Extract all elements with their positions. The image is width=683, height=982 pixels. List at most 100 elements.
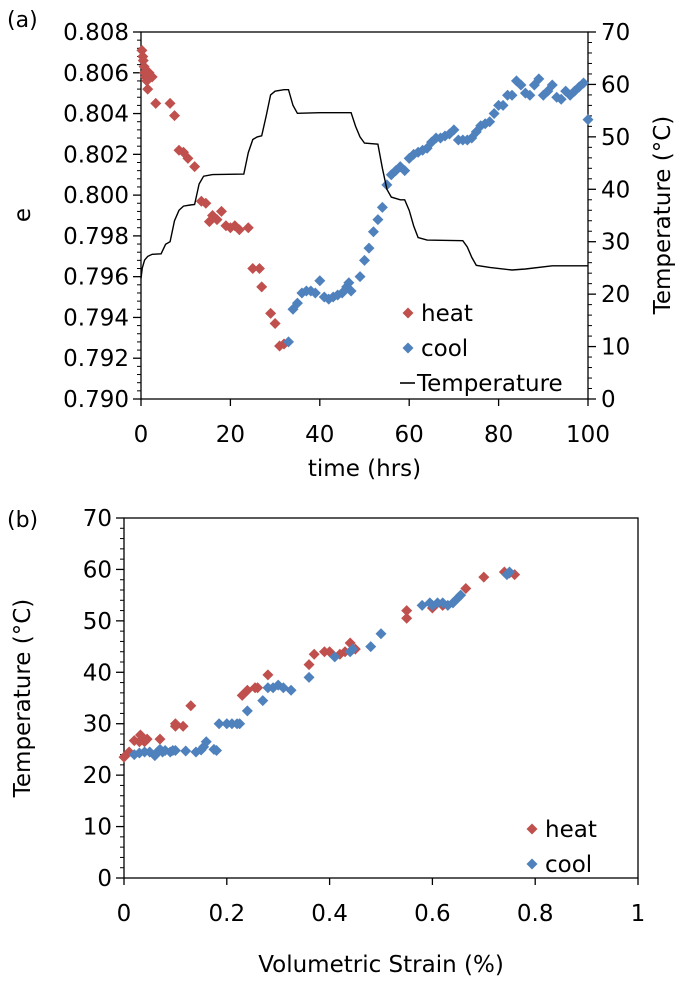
- heat-point: [247, 263, 259, 275]
- cool-point: [524, 89, 536, 101]
- y-tick-label: 0: [97, 866, 112, 892]
- heat-point: [253, 263, 265, 275]
- cool-point: [169, 744, 181, 756]
- heat-point: [233, 224, 245, 236]
- legend-marker-heat: [402, 307, 414, 319]
- heat-point: [189, 161, 201, 173]
- y-axis-title: e: [10, 208, 36, 222]
- cool-point: [213, 718, 225, 730]
- cool-point: [546, 79, 558, 91]
- y-tick-label: 0.808: [63, 20, 129, 46]
- cool-point: [291, 297, 303, 309]
- heat-point: [141, 733, 153, 745]
- y2-tick-label: 20: [601, 282, 630, 308]
- cool-point: [257, 695, 269, 707]
- x-tick-label: 0: [117, 901, 132, 927]
- heat-point: [478, 571, 490, 583]
- x-tick-label: 0.2: [209, 901, 246, 927]
- cool-point: [515, 79, 527, 91]
- y2-tick-label: 60: [601, 72, 630, 98]
- cool-point: [363, 242, 375, 254]
- cool-point: [241, 705, 253, 717]
- cool-point: [359, 254, 370, 266]
- legend-label: cool: [421, 336, 468, 362]
- heat-point: [211, 214, 223, 226]
- cool-point: [343, 277, 355, 289]
- legend-marker-cool: [402, 342, 414, 354]
- cool-point: [347, 643, 359, 655]
- heat-point: [308, 648, 320, 660]
- heat-point: [401, 605, 413, 617]
- legend-label: heat: [421, 301, 473, 327]
- cool-point: [354, 271, 366, 283]
- cool-point: [399, 165, 411, 177]
- heat-point: [262, 669, 274, 681]
- heat-point: [154, 733, 166, 745]
- cool-point: [285, 684, 297, 696]
- heat-point: [150, 97, 162, 109]
- y2-tick-label: 70: [601, 20, 630, 46]
- heat-point: [177, 720, 189, 732]
- y-tick-label: 10: [83, 815, 112, 841]
- x-axis-title: time (hrs): [308, 456, 421, 482]
- cool-point: [376, 201, 388, 213]
- cool-point: [555, 93, 567, 105]
- cool-point: [329, 651, 341, 663]
- cool-point: [309, 287, 321, 299]
- y2-tick-label: 0: [601, 387, 616, 413]
- cool-point: [303, 671, 315, 683]
- chart-panel-a: 0 20 40 60 80 1000.7900.7920.7940.7960.7980.8…: [7, 8, 676, 482]
- cool-point: [506, 89, 518, 101]
- heat-point: [401, 612, 413, 624]
- y2-tick-label: 30: [601, 230, 630, 256]
- y-tick-label: 50: [83, 609, 112, 635]
- legend-marker-cool: [526, 858, 538, 870]
- x-tick-label: 80: [484, 422, 513, 448]
- y-tick-label: 0.790: [63, 387, 129, 413]
- heat-point: [182, 152, 194, 164]
- x-tick-label: 0: [134, 422, 149, 448]
- cool-point: [375, 628, 387, 640]
- x-tick-label: 20: [216, 422, 245, 448]
- heat-point: [146, 71, 158, 83]
- y-tick-label: 60: [83, 557, 112, 583]
- heat-point: [256, 281, 268, 293]
- cool-point: [381, 179, 393, 191]
- y-tick-label: 30: [83, 712, 112, 738]
- cool-point: [455, 589, 467, 601]
- chart-panel-b: 0 0.2 0.4 0.6 0.8 1010203040506070Volumetric …: [7, 506, 645, 978]
- heat-point: [303, 659, 315, 671]
- heat-point: [185, 700, 197, 712]
- x-tick-label: 100: [566, 422, 610, 448]
- x-tick-label: 40: [305, 422, 334, 448]
- legend-marker-heat: [526, 823, 538, 835]
- y-tick-label: 0.804: [63, 102, 129, 128]
- y2-axis-title: Temperature (°C): [650, 116, 676, 316]
- legend-label: Temperature: [416, 371, 563, 397]
- heat-point: [169, 110, 181, 122]
- y-tick-label: 0.800: [63, 183, 129, 209]
- y-tick-label: 0.798: [63, 224, 129, 250]
- cool-point: [578, 77, 590, 89]
- cool-point: [211, 744, 223, 756]
- cool-point: [365, 641, 377, 653]
- heat-point: [200, 197, 212, 209]
- cool-point: [314, 275, 326, 287]
- cool-point: [497, 99, 509, 111]
- heat-point: [252, 682, 264, 694]
- heat-point: [215, 205, 227, 217]
- y2-tick-label: 40: [601, 177, 630, 203]
- temperature-line: [140, 88, 588, 279]
- plot-frame: [140, 31, 589, 400]
- y-tick-label: 0.792: [63, 346, 129, 372]
- y-tick-label: 0.802: [63, 142, 129, 168]
- y-tick-label: 70: [83, 506, 112, 532]
- x-tick-label: 0.8: [517, 901, 554, 927]
- y2-tick-label: 50: [601, 125, 630, 151]
- x-tick-label: 0.6: [414, 901, 451, 927]
- panel-label: (b): [7, 508, 38, 533]
- cool-point: [533, 73, 545, 85]
- y-tick-label: 40: [83, 660, 112, 686]
- x-tick-label: 60: [395, 422, 424, 448]
